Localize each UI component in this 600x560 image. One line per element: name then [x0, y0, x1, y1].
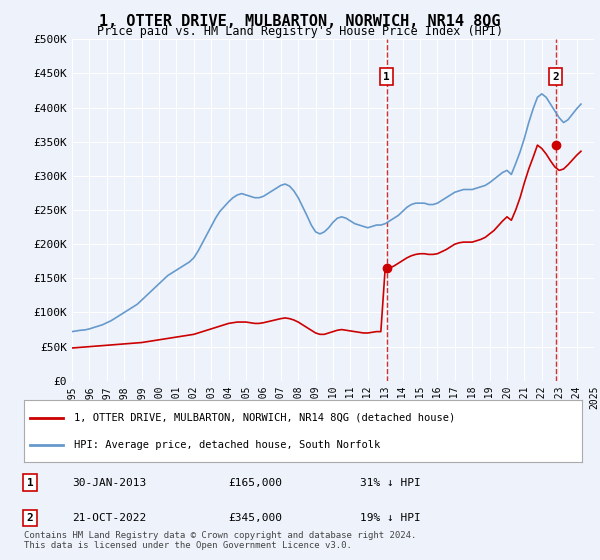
Text: 1, OTTER DRIVE, MULBARTON, NORWICH, NR14 8QG (detached house): 1, OTTER DRIVE, MULBARTON, NORWICH, NR14…	[74, 413, 455, 423]
Text: Contains HM Land Registry data © Crown copyright and database right 2024.
This d: Contains HM Land Registry data © Crown c…	[24, 530, 416, 550]
Text: 1: 1	[26, 478, 34, 488]
Text: £165,000: £165,000	[228, 478, 282, 488]
Text: 2: 2	[553, 72, 559, 82]
Text: 1, OTTER DRIVE, MULBARTON, NORWICH, NR14 8QG: 1, OTTER DRIVE, MULBARTON, NORWICH, NR14…	[99, 14, 501, 29]
Text: 31% ↓ HPI: 31% ↓ HPI	[360, 478, 421, 488]
Text: 19% ↓ HPI: 19% ↓ HPI	[360, 513, 421, 523]
Text: 30-JAN-2013: 30-JAN-2013	[72, 478, 146, 488]
Text: HPI: Average price, detached house, South Norfolk: HPI: Average price, detached house, Sout…	[74, 440, 380, 450]
Text: £345,000: £345,000	[228, 513, 282, 523]
Text: 21-OCT-2022: 21-OCT-2022	[72, 513, 146, 523]
Text: 1: 1	[383, 72, 390, 82]
Text: Price paid vs. HM Land Registry's House Price Index (HPI): Price paid vs. HM Land Registry's House …	[97, 25, 503, 38]
Text: 2: 2	[26, 513, 34, 523]
